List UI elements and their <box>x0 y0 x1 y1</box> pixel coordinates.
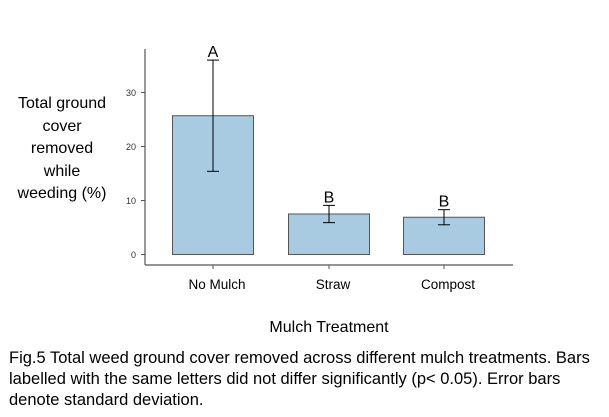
significance-letter: B <box>439 194 450 211</box>
x-tick-label: Straw <box>316 277 351 292</box>
significance-letter: A <box>208 44 219 61</box>
y-axis-label-line: Total ground <box>18 95 106 112</box>
y-tick-label: 30 <box>126 88 136 98</box>
x-axis-label: Mulch Treatment <box>269 319 389 336</box>
y-axis-label-line: removed <box>31 140 93 157</box>
y-axis-label: Total ground cover removed while weeding… <box>17 95 107 202</box>
significance-letters: A B B <box>208 44 450 211</box>
error-bars <box>207 59 450 226</box>
x-ticks: No Mulch Straw Compost <box>188 265 475 292</box>
y-axis-label-line: cover <box>42 118 82 135</box>
x-tick-label: Compost <box>421 277 475 292</box>
y-tick-label: 20 <box>126 142 136 152</box>
figure-caption: Fig.5 Total weed ground cover removed ac… <box>9 349 590 409</box>
y-axis-label-line: weeding (%) <box>17 185 107 202</box>
y-tick-label: 10 <box>126 196 136 206</box>
y-ticks: 0 10 20 30 <box>126 88 145 260</box>
y-axis-label-line: while <box>43 163 81 180</box>
significance-letter: B <box>324 189 335 206</box>
y-tick-label: 0 <box>131 250 136 260</box>
x-tick-label: No Mulch <box>188 277 245 292</box>
bars <box>172 115 485 256</box>
